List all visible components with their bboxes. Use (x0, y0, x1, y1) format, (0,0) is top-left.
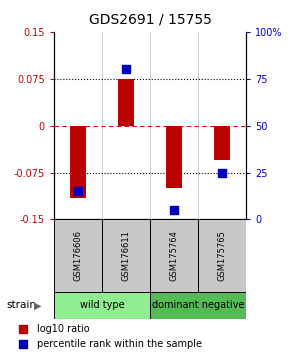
Text: GSM175764: GSM175764 (169, 230, 178, 281)
Text: percentile rank within the sample: percentile rank within the sample (37, 339, 202, 349)
Bar (150, 219, 198, 292)
Bar (118, 79, 134, 126)
Bar (198, 219, 246, 292)
Point (76, 188, 80, 194)
Point (21, 341, 26, 347)
Text: GSM175765: GSM175765 (218, 230, 226, 281)
Point (124, 67, 128, 72)
Text: log10 ratio: log10 ratio (37, 324, 89, 334)
Text: wild type: wild type (80, 300, 124, 310)
Point (172, 207, 176, 213)
Bar (214, 126, 230, 160)
Text: dominant negative: dominant negative (152, 300, 244, 310)
Text: GSM176606: GSM176606 (74, 230, 82, 281)
Bar (166, 126, 182, 188)
Bar (54, 219, 102, 292)
Point (220, 170, 224, 175)
Bar (102, 219, 150, 292)
Text: ▶: ▶ (34, 300, 41, 310)
Text: GSM176611: GSM176611 (122, 230, 130, 281)
Point (21, 326, 26, 332)
Bar (54, 292, 150, 319)
Bar (70, 126, 86, 198)
Text: strain: strain (6, 300, 36, 310)
Bar (150, 292, 246, 319)
Text: GDS2691 / 15755: GDS2691 / 15755 (88, 12, 212, 27)
